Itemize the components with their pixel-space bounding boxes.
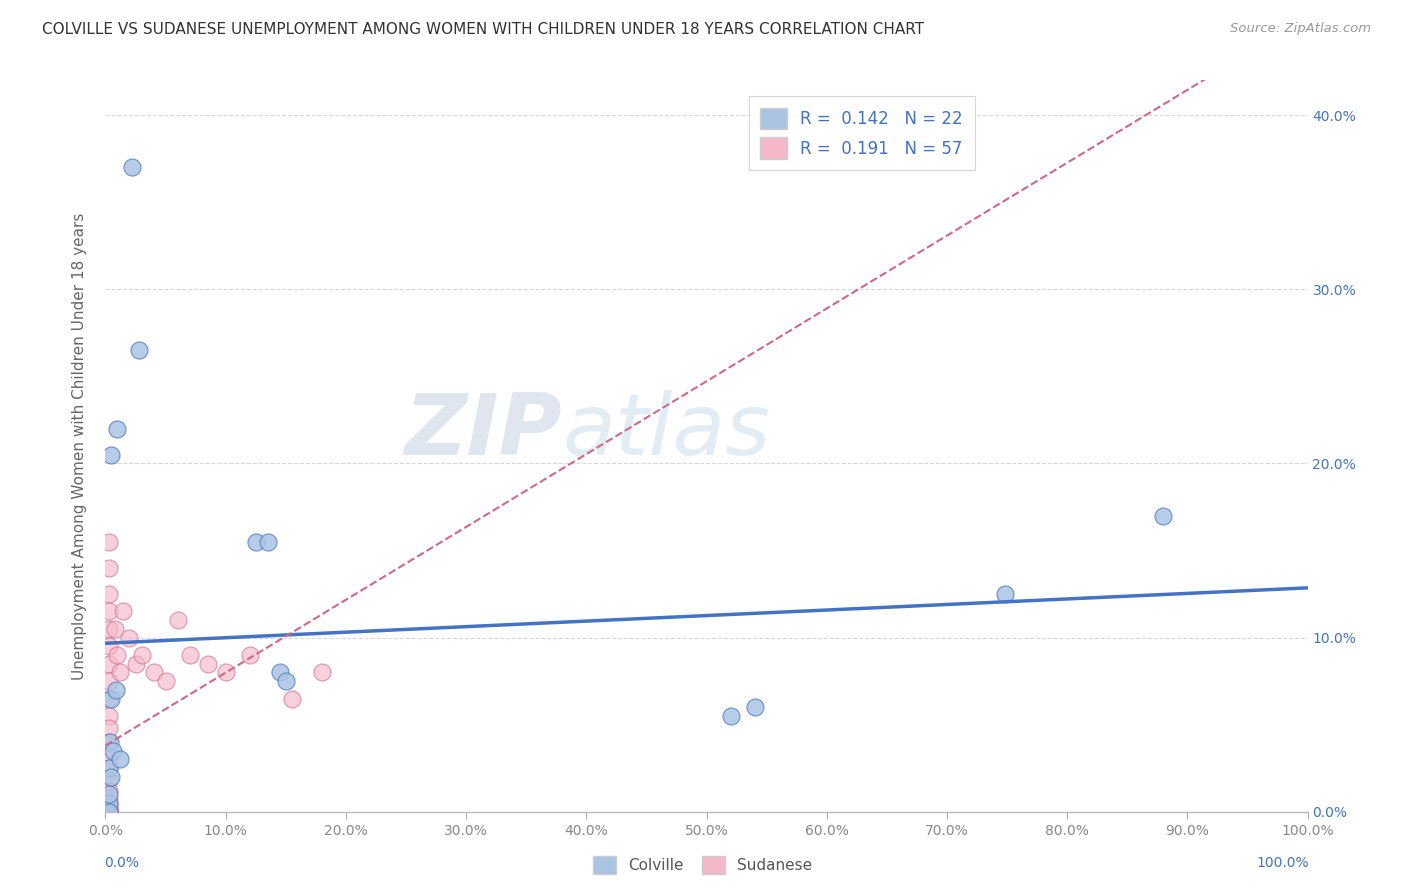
Point <box>98 805 121 819</box>
Point <box>98 640 121 654</box>
Point <box>98 761 121 775</box>
Point <box>98 805 121 819</box>
Point <box>98 805 121 819</box>
Point <box>98 805 121 819</box>
Point <box>108 665 131 680</box>
Point <box>131 648 153 662</box>
Point <box>98 801 121 815</box>
Point <box>121 161 143 175</box>
Point <box>98 657 121 671</box>
Point <box>214 665 236 680</box>
Point <box>179 648 201 662</box>
Point <box>98 787 121 801</box>
Point <box>98 622 121 636</box>
Text: Source: ZipAtlas.com: Source: ZipAtlas.com <box>1230 22 1371 36</box>
Point <box>98 805 121 819</box>
Point <box>98 761 121 775</box>
Point <box>100 770 122 784</box>
Point <box>166 613 188 627</box>
Point <box>98 784 121 798</box>
Point <box>744 700 766 714</box>
Y-axis label: Unemployment Among Women with Children Under 18 years: Unemployment Among Women with Children U… <box>72 212 87 680</box>
Point <box>98 805 121 819</box>
Point <box>98 805 121 819</box>
Point <box>101 744 124 758</box>
Text: 100.0%: 100.0% <box>1256 855 1309 870</box>
Point <box>98 805 121 819</box>
Point <box>107 421 129 435</box>
Point <box>124 657 146 671</box>
Point <box>128 343 150 358</box>
Point <box>104 622 127 636</box>
Legend: R =  0.142   N = 22, R =  0.191   N = 57: R = 0.142 N = 22, R = 0.191 N = 57 <box>749 96 974 170</box>
Point <box>98 805 121 819</box>
Point <box>108 752 131 766</box>
Point <box>1152 508 1174 523</box>
Point <box>269 665 291 680</box>
Point <box>98 773 121 788</box>
Point <box>98 796 121 810</box>
Point <box>155 674 177 689</box>
Point <box>98 691 121 706</box>
Point <box>105 682 128 697</box>
Point <box>98 790 121 805</box>
Point <box>100 691 122 706</box>
Point <box>98 805 121 819</box>
Point <box>197 657 219 671</box>
Point <box>98 735 121 749</box>
Point <box>274 674 297 689</box>
Point <box>98 721 121 735</box>
Point <box>245 534 267 549</box>
Point <box>98 805 121 819</box>
Point <box>256 534 278 549</box>
Point <box>98 805 121 819</box>
Point <box>98 534 121 549</box>
Point <box>98 805 121 819</box>
Point <box>98 709 121 723</box>
Point <box>98 805 121 819</box>
Point <box>98 561 121 575</box>
Point <box>142 665 165 680</box>
Point <box>98 805 121 819</box>
Point <box>281 691 304 706</box>
Point <box>118 631 141 645</box>
Point <box>98 805 121 819</box>
Point <box>98 805 121 819</box>
Point <box>98 805 121 819</box>
Point <box>98 587 121 601</box>
Point <box>98 805 121 819</box>
Point <box>239 648 262 662</box>
Text: COLVILLE VS SUDANESE UNEMPLOYMENT AMONG WOMEN WITH CHILDREN UNDER 18 YEARS CORRE: COLVILLE VS SUDANESE UNEMPLOYMENT AMONG … <box>42 22 924 37</box>
Point <box>98 604 121 618</box>
Point <box>98 805 121 819</box>
Point <box>311 665 333 680</box>
Point <box>98 805 121 819</box>
Point <box>720 709 742 723</box>
Point <box>98 735 121 749</box>
Point <box>98 674 121 689</box>
Point <box>98 749 121 764</box>
Point <box>98 796 121 810</box>
Point <box>98 799 121 814</box>
Point <box>112 604 135 618</box>
Point <box>98 803 121 817</box>
Point <box>994 587 1017 601</box>
Text: 0.0%: 0.0% <box>104 855 139 870</box>
Point <box>107 648 129 662</box>
Text: atlas: atlas <box>562 390 770 473</box>
Legend: Colville, Sudanese: Colville, Sudanese <box>588 850 818 880</box>
Point <box>100 448 122 462</box>
Text: ZIP: ZIP <box>405 390 562 473</box>
